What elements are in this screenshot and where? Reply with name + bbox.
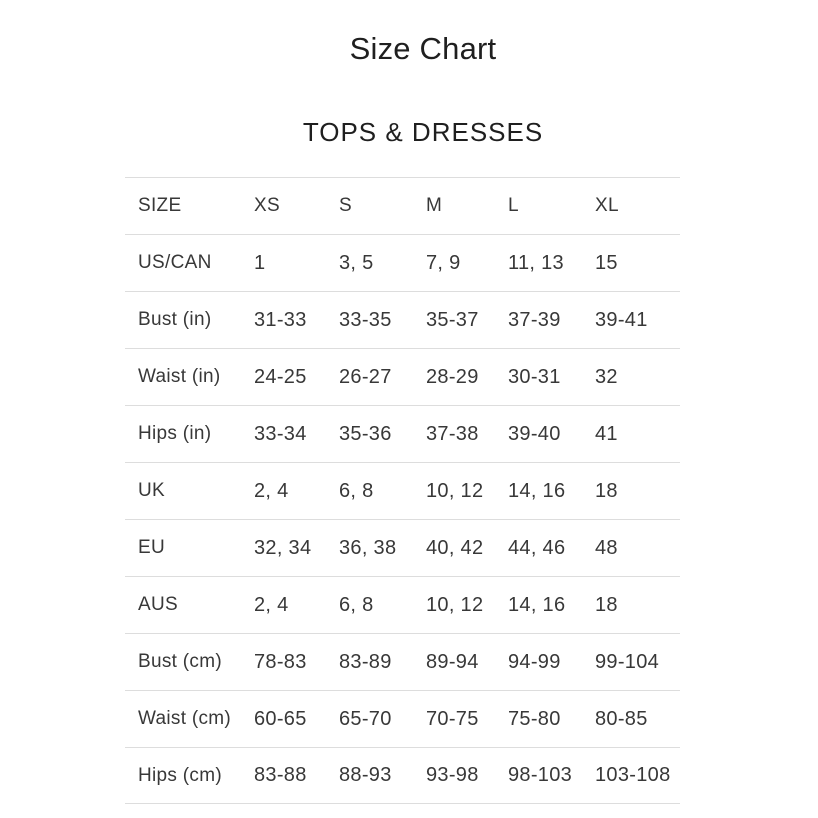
cell-value: 3, 5 <box>339 251 374 274</box>
cell-value: 60-65 <box>254 707 307 730</box>
table-row-hips-cm: Hips (cm) 83-88 88-93 93-98 98-103 103-1… <box>125 747 680 804</box>
cell-value: 36, 38 <box>339 536 397 559</box>
cell-value: 35-37 <box>426 308 479 331</box>
cell-value: 39-40 <box>508 422 561 445</box>
cell-value: 18 <box>595 479 618 502</box>
column-header-xl: XL <box>595 195 619 216</box>
table-row-bust-cm: Bust (cm) 78-83 83-89 89-94 94-99 99-104 <box>125 633 680 690</box>
column-header-s: S <box>339 195 352 216</box>
cell-value: 15 <box>595 251 618 274</box>
cell-value: 99-104 <box>595 650 660 673</box>
cell-value: 14, 16 <box>508 479 566 502</box>
row-label: Hips (in) <box>138 423 212 444</box>
row-label: Bust (in) <box>138 309 212 330</box>
cell-value: 14, 16 <box>508 593 566 616</box>
cell-value: 24-25 <box>254 365 307 388</box>
row-label: AUS <box>138 594 178 615</box>
cell-value: 32, 34 <box>254 536 312 559</box>
row-label: EU <box>138 537 165 558</box>
column-header-l: L <box>508 195 519 216</box>
cell-value: 1 <box>254 251 266 274</box>
cell-value: 39-41 <box>595 308 648 331</box>
row-label: Waist (in) <box>138 366 221 387</box>
cell-value: 78-83 <box>254 650 307 673</box>
cell-value: 28-29 <box>426 365 479 388</box>
table-row-waist-cm: Waist (cm) 60-65 65-70 70-75 75-80 80-85 <box>125 690 680 747</box>
size-table-header-row: SIZE XS S M L XL <box>125 177 680 234</box>
cell-value: 83-89 <box>339 650 392 673</box>
table-row-hips-in: Hips (in) 33-34 35-36 37-38 39-40 41 <box>125 405 680 462</box>
row-label: US/CAN <box>138 252 212 273</box>
cell-value: 6, 8 <box>339 479 374 502</box>
cell-value: 10, 12 <box>426 479 484 502</box>
cell-value: 33-35 <box>339 308 392 331</box>
cell-value: 10, 12 <box>426 593 484 616</box>
section-title: TOPS & DRESSES <box>302 117 544 147</box>
cell-value: 2, 4 <box>254 593 289 616</box>
column-header-xs: XS <box>254 195 280 216</box>
column-header-m: M <box>426 195 443 216</box>
cell-value: 31-33 <box>254 308 307 331</box>
cell-value: 37-39 <box>508 308 561 331</box>
row-label: Waist (cm) <box>138 708 232 729</box>
cell-value: 6, 8 <box>339 593 374 616</box>
cell-value: 48 <box>595 536 618 559</box>
table-row-bust-in: Bust (in) 31-33 33-35 35-37 37-39 39-41 <box>125 291 680 348</box>
cell-value: 32 <box>595 365 618 388</box>
cell-value: 80-85 <box>595 707 648 730</box>
cell-value: 93-98 <box>426 764 479 786</box>
page-title: Size Chart <box>349 31 497 66</box>
cell-value: 26-27 <box>339 365 392 388</box>
table-row-uk: UK 2, 4 6, 8 10, 12 14, 16 18 <box>125 462 680 519</box>
cell-value: 94-99 <box>508 650 561 673</box>
row-label: Hips (cm) <box>138 764 222 786</box>
table-row-waist-in: Waist (in) 24-25 26-27 28-29 30-31 32 <box>125 348 680 405</box>
table-row-us-can: US/CAN 1 3, 5 7, 9 11, 13 15 <box>125 234 680 291</box>
cell-value: 98-103 <box>508 764 573 786</box>
table-row-aus: AUS 2, 4 6, 8 10, 12 14, 16 18 <box>125 576 680 633</box>
table-row-eu: EU 32, 34 36, 38 40, 42 44, 46 48 <box>125 519 680 576</box>
cell-value: 7, 9 <box>426 251 461 274</box>
cell-value: 75-80 <box>508 707 561 730</box>
row-label: Bust (cm) <box>138 651 222 672</box>
cell-value: 33-34 <box>254 422 307 445</box>
cell-value: 103-108 <box>595 764 671 786</box>
cell-value: 11, 13 <box>508 251 564 274</box>
cell-value: 35-36 <box>339 422 392 445</box>
cell-value: 70-75 <box>426 707 479 730</box>
size-table: SIZE XS S M L XL US/CAN 1 3, 5 7, 9 11, … <box>125 177 680 804</box>
column-header-size: SIZE <box>138 195 182 216</box>
cell-value: 41 <box>595 422 618 445</box>
cell-value: 65-70 <box>339 707 392 730</box>
cell-value: 88-93 <box>339 764 392 786</box>
cell-value: 83-88 <box>254 764 307 786</box>
cell-value: 40, 42 <box>426 536 484 559</box>
row-label: UK <box>138 480 165 501</box>
cell-value: 30-31 <box>508 365 561 388</box>
cell-value: 44, 46 <box>508 536 566 559</box>
cell-value: 37-38 <box>426 422 479 445</box>
cell-value: 89-94 <box>426 650 479 673</box>
cell-value: 2, 4 <box>254 479 289 502</box>
cell-value: 18 <box>595 593 618 616</box>
